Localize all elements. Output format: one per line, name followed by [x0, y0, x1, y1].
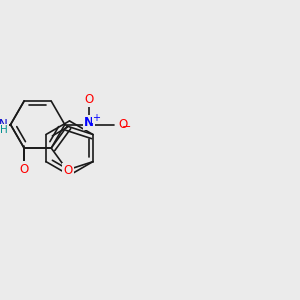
Text: O: O — [118, 118, 128, 131]
Text: H: H — [0, 125, 8, 135]
Text: +: + — [92, 113, 100, 123]
Text: N: N — [0, 118, 8, 131]
Text: −: − — [122, 122, 131, 131]
Text: O: O — [64, 164, 73, 178]
Text: N: N — [84, 116, 94, 129]
Text: O: O — [20, 163, 29, 176]
Text: O: O — [85, 92, 94, 106]
